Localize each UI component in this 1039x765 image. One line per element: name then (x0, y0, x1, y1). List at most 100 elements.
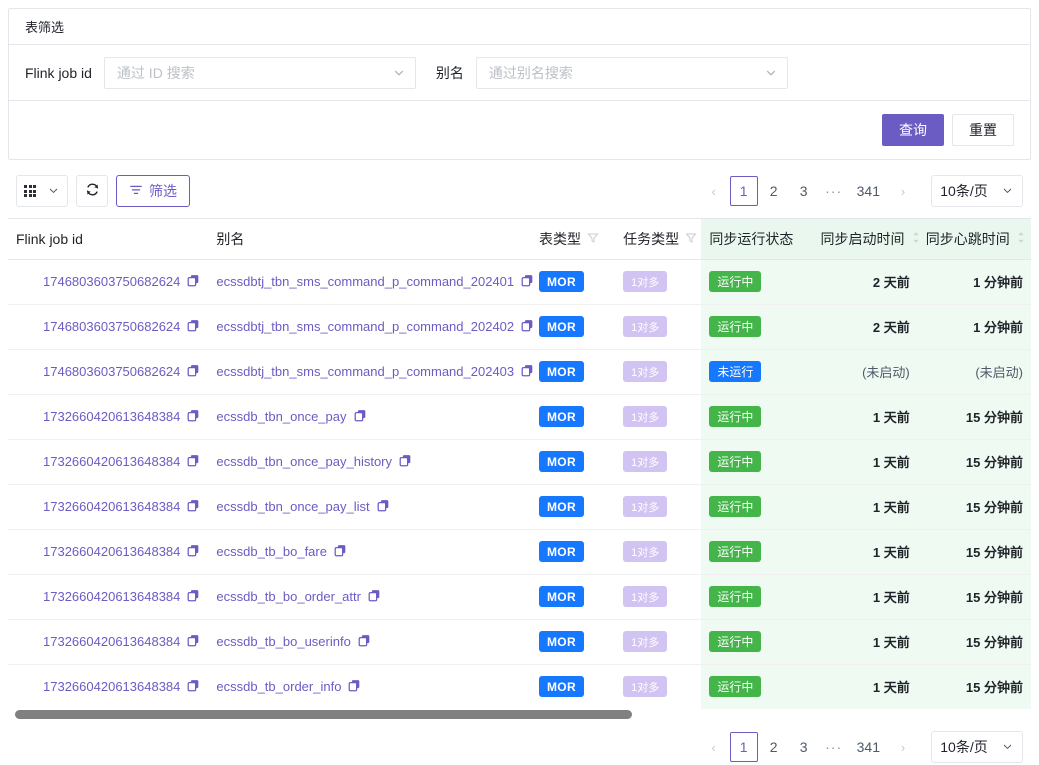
table-row[interactable]: 1732660420613648384 ecssdb_tb_bo_userinfo… (8, 619, 1031, 665)
table-row[interactable]: 1732660420613648384 ecssdb_tbn_once_pay MO… (8, 394, 1031, 440)
table-type-badge: MOR (539, 676, 584, 698)
job-id-link[interactable]: 1732660420613648384 (43, 589, 181, 604)
reset-button[interactable]: 重置 (952, 114, 1014, 146)
alias-link[interactable]: ecssdb_tb_bo_order_attr (216, 589, 361, 604)
pagination-bottom-ellipsis[interactable]: ··· (825, 739, 843, 755)
copy-icon[interactable] (334, 544, 347, 560)
copy-icon[interactable] (187, 499, 200, 515)
table-row[interactable]: 1732660420613648384 ecssdb_tb_order_info M… (8, 664, 1031, 709)
pagination-ellipsis[interactable]: ··· (825, 183, 843, 199)
sort-icon[interactable] (911, 231, 921, 247)
chevron-down-icon (1002, 185, 1014, 197)
job-id-link[interactable]: 1746803603750682624 (43, 274, 181, 289)
copy-icon[interactable] (399, 454, 412, 470)
copy-icon[interactable] (368, 589, 381, 605)
refresh-button[interactable] (76, 175, 108, 207)
copy-icon[interactable] (354, 409, 367, 425)
cell-sync-heartbeat-time: 15 分钟前 (917, 439, 1031, 485)
column-header-alias[interactable]: 别名 (208, 219, 532, 260)
horizontal-scrollbar-thumb[interactable] (15, 710, 632, 719)
page-size-select[interactable]: 10条/页 (931, 175, 1023, 207)
pagination-prev-button[interactable]: ‹ (711, 183, 716, 199)
cell-task-type: 1对多 (615, 394, 702, 440)
column-header-task-type[interactable]: 任务类型 (615, 219, 702, 260)
copy-icon[interactable] (187, 589, 200, 605)
copy-icon[interactable] (521, 274, 534, 290)
job-id-link[interactable]: 1732660420613648384 (43, 679, 181, 695)
job-id-link[interactable]: 1746803603750682624 (43, 319, 181, 334)
pagination-bottom-last-page[interactable]: 341 (856, 739, 880, 755)
status-badge: 运行中 (709, 451, 762, 472)
cell-alias: ecssdbtj_tbn_sms_command_p_command_20240… (208, 304, 534, 350)
copy-icon[interactable] (521, 364, 534, 380)
page-size-select-bottom[interactable]: 10条/页 (931, 731, 1023, 763)
pagination-bottom-page-1[interactable]: 1 (729, 732, 758, 762)
alias-link[interactable]: ecssdb_tbn_once_pay (216, 409, 347, 424)
pagination-bottom-prev-button[interactable]: ‹ (711, 739, 716, 755)
copy-icon[interactable] (187, 544, 200, 560)
table-row[interactable]: 1732660420613648384 ecssdb_tb_bo_order_at… (8, 574, 1031, 620)
pagination-bottom-page-2[interactable]: 2 (769, 739, 778, 755)
horizontal-scrollbar-track[interactable] (8, 709, 708, 720)
status-badge: 运行中 (709, 496, 762, 517)
copy-icon[interactable] (187, 454, 200, 470)
pagination-page-3[interactable]: 3 (799, 183, 808, 199)
cell-sync-heartbeat-time: 15 分钟前 (917, 619, 1031, 665)
task-type-badge: 1对多 (623, 541, 668, 562)
filter-icon[interactable] (685, 231, 697, 247)
alias-link[interactable]: ecssdb_tbn_once_pay_list (216, 499, 370, 514)
pagination-bottom-next-button[interactable]: › (900, 739, 906, 755)
table-row[interactable]: 1746803603750682624 ecssdbtj_tbn_sms_comm… (8, 304, 1031, 350)
table-row[interactable]: 1732660420613648384 ecssdb_tb_bo_fare MOR 1… (8, 529, 1031, 575)
query-button[interactable]: 查询 (882, 114, 944, 146)
cell-job-id: 1732660420613648384 (8, 394, 209, 440)
column-settings-button[interactable] (16, 175, 68, 207)
alias-link[interactable]: ecssdbtj_tbn_sms_command_p_command_20240… (216, 274, 515, 289)
job-id-link[interactable]: 1746803603750682624 (43, 364, 181, 379)
filter-toggle-button[interactable]: 筛选 (116, 175, 190, 207)
copy-icon[interactable] (187, 364, 200, 380)
copy-icon[interactable] (521, 319, 534, 335)
filter-icon[interactable] (587, 231, 599, 247)
copy-icon[interactable] (187, 679, 200, 695)
column-header-sync-heartbeat-time[interactable]: 同步心跳时间 (917, 219, 1031, 260)
alias-link[interactable]: ecssdb_tbn_once_pay_history (216, 454, 393, 469)
alias-link[interactable]: ecssdb_tb_bo_userinfo (216, 634, 351, 649)
pagination-next-button[interactable]: › (900, 183, 906, 199)
job-id-link[interactable]: 1732660420613648384 (43, 499, 181, 514)
alias-link[interactable]: ecssdb_tb_bo_fare (216, 544, 327, 559)
table-row[interactable]: 1732660420613648384 ecssdb_tbn_once_pay_h… (8, 439, 1031, 485)
column-header-sync-status[interactable]: 同步运行状态 (701, 219, 813, 260)
job-id-link[interactable]: 1732660420613648384 (43, 634, 181, 649)
job-id-select[interactable]: 通过 ID 搜索 (103, 56, 416, 89)
table-row[interactable]: 1746803603750682624 ecssdbtj_tbn_sms_comm… (8, 349, 1031, 395)
copy-icon[interactable] (187, 409, 200, 425)
column-header-job-id[interactable]: Flink job id (8, 219, 209, 260)
task-type-badge: 1对多 (623, 361, 668, 382)
column-header-table-type[interactable]: 表类型 (531, 219, 616, 260)
cell-sync-heartbeat-time: 15 分钟前 (917, 529, 1031, 575)
job-id-link[interactable]: 1732660420613648384 (43, 409, 181, 424)
sort-icon[interactable] (1016, 231, 1026, 247)
copy-icon[interactable] (377, 499, 390, 515)
pagination-last-page[interactable]: 341 (856, 183, 880, 199)
job-id-link[interactable]: 1732660420613648384 (43, 454, 181, 469)
pagination-page-1[interactable]: 1 (729, 176, 758, 206)
alias-select[interactable]: 通过别名搜索 (475, 56, 788, 89)
pagination-bottom-page-3[interactable]: 3 (799, 739, 808, 755)
copy-icon[interactable] (187, 634, 200, 650)
table-row[interactable]: 1746803603750682624 ecssdbtj_tbn_sms_comm… (8, 259, 1031, 305)
table-row[interactable]: 1732660420613648384 ecssdb_tbn_once_pay_l… (8, 484, 1031, 530)
column-header-sync-start-time[interactable]: 同步启动时间 (812, 219, 921, 260)
alias-link[interactable]: ecssdbtj_tbn_sms_command_p_command_20240… (216, 364, 515, 379)
copy-icon[interactable] (187, 319, 200, 335)
pagination-page-2[interactable]: 2 (769, 183, 778, 199)
job-id-link[interactable]: 1732660420613648384 (43, 544, 181, 559)
column-header-task-type-label: 任务类型 (623, 230, 680, 247)
cell-sync-status: 运行中 (701, 394, 813, 440)
copy-icon[interactable] (348, 679, 361, 695)
alias-link[interactable]: ecssdb_tb_order_info (216, 679, 342, 695)
alias-link[interactable]: ecssdbtj_tbn_sms_command_p_command_20240… (216, 319, 515, 334)
copy-icon[interactable] (187, 274, 200, 290)
copy-icon[interactable] (358, 634, 371, 650)
